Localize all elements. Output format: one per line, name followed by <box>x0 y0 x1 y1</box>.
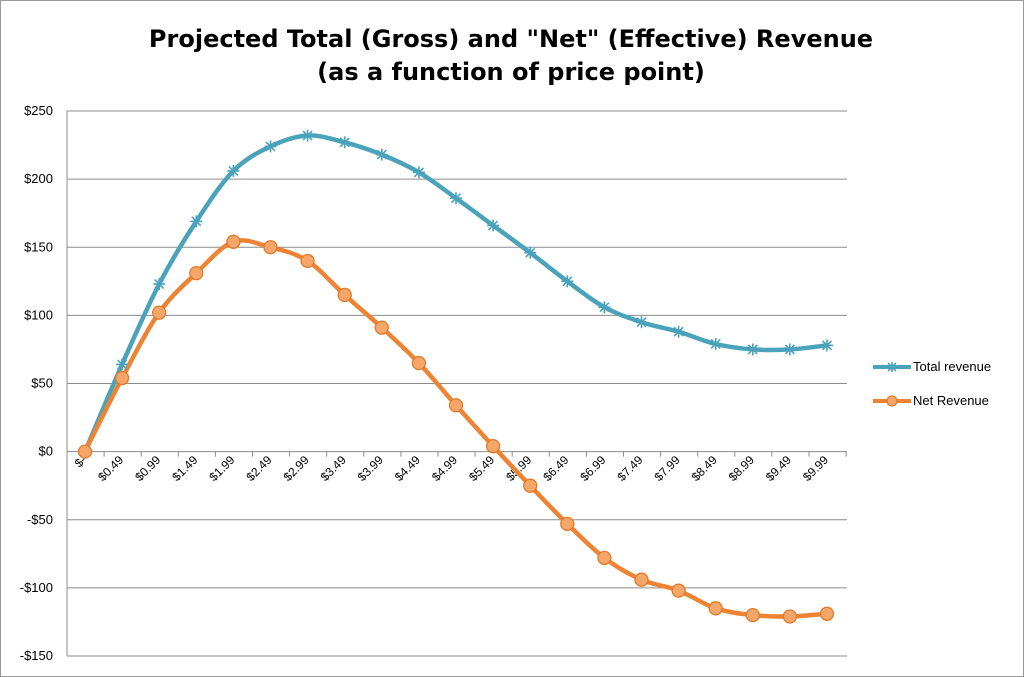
data-point-total-revenue <box>783 343 796 356</box>
data-point-total-revenue <box>116 358 129 371</box>
data-point-total-revenue <box>153 278 166 291</box>
data-point-total-revenue <box>338 136 351 149</box>
x-tick-label: $2.99 <box>281 453 312 484</box>
y-tick-label: $0 <box>39 444 53 459</box>
x-tick-label: $3.99 <box>355 453 386 484</box>
data-point-net-revenue <box>263 240 278 255</box>
data-point-net-revenue <box>300 253 315 269</box>
x-tick-label: $7.99 <box>652 453 683 484</box>
y-tick-label: -$100 <box>20 580 53 595</box>
data-point-net-revenue <box>597 550 612 566</box>
data-point-total-revenue <box>227 164 240 177</box>
data-point-total-revenue <box>635 316 648 329</box>
data-point-net-revenue <box>745 607 760 623</box>
y-tick-label: $250 <box>24 103 53 118</box>
y-tick-label: $50 <box>31 376 53 391</box>
data-point-net-revenue <box>114 370 130 386</box>
data-point-total-revenue <box>524 246 537 259</box>
y-tick-label: -$150 <box>20 648 53 663</box>
data-point-net-revenue <box>337 287 352 303</box>
data-point-total-revenue <box>450 192 462 205</box>
legend-label-net-revenue: Net Revenue <box>913 393 989 408</box>
x-axis-tick-labels: $- $0.49 $0.99 $1.49 $1.99 $2.49 $2.99 $3.49 $3.… <box>72 453 832 484</box>
data-point-net-revenue <box>448 398 464 413</box>
legend-label-total-revenue: Total revenue <box>913 359 992 374</box>
chart-subtitle: (as a function of price point) <box>317 58 705 86</box>
x-tick-label: $3.49 <box>318 453 349 484</box>
data-point-net-revenue <box>671 583 686 598</box>
data-point-total-revenue <box>709 337 722 350</box>
x-tick-label: $2.49 <box>243 453 274 484</box>
data-point-net-revenue <box>634 572 649 587</box>
gridlines <box>67 110 847 657</box>
x-tick-label: $1.99 <box>206 453 237 484</box>
x-tick-label: $6.99 <box>577 453 608 484</box>
series-lines <box>77 129 835 624</box>
data-point-total-revenue <box>561 275 574 288</box>
x-tick-label: $9.49 <box>763 453 794 484</box>
data-point-total-revenue <box>412 166 425 179</box>
x-tick-label: $7.49 <box>614 453 645 484</box>
series-line-net-revenue <box>82 238 830 619</box>
data-point-net-revenue <box>374 320 389 335</box>
x-tick-label: $6.49 <box>540 453 571 484</box>
y-tick-label: $150 <box>24 239 53 254</box>
x-tick-label: $4.99 <box>429 453 460 484</box>
chart-title-line-1: Projected Total (Gross) and "Net" (Effec… <box>148 25 874 53</box>
legend-swatch-total-revenue <box>873 362 911 372</box>
x-tick-label: $0.99 <box>132 453 163 484</box>
x-tick-label: $8.99 <box>726 453 757 484</box>
x-tick-label: $8.49 <box>689 453 720 484</box>
x-tick-label: $1.49 <box>169 453 200 484</box>
data-point-net-revenue <box>708 601 723 616</box>
data-point-total-revenue <box>190 215 203 228</box>
data-point-net-revenue <box>560 516 575 531</box>
data-point-total-revenue <box>487 219 500 232</box>
data-point-net-revenue <box>189 265 204 281</box>
x-tick-label: $0.49 <box>95 453 126 484</box>
data-point-total-revenue <box>301 129 314 142</box>
data-point-total-revenue <box>375 148 388 161</box>
data-point-net-revenue <box>77 444 93 459</box>
data-point-net-revenue <box>226 234 241 249</box>
axes <box>66 111 847 656</box>
x-tick-label: $9.99 <box>800 453 831 484</box>
data-point-net-revenue <box>523 478 538 493</box>
legend-swatch-net-revenue <box>873 395 911 407</box>
data-point-total-revenue <box>746 343 759 356</box>
y-axis-tick-labels: $250 $200 $150 $100 $50 $0 -$50 -$100 -$150 <box>20 103 53 663</box>
data-point-net-revenue <box>819 606 835 621</box>
y-tick-label: $100 <box>24 307 53 322</box>
data-point-total-revenue <box>821 339 833 352</box>
data-point-net-revenue <box>782 609 798 624</box>
data-point-net-revenue <box>152 305 167 320</box>
data-point-total-revenue <box>598 301 611 314</box>
chart-title: Projected Total (Gross) and "Net" (Effec… <box>111 23 911 89</box>
data-point-net-revenue <box>411 355 427 371</box>
data-point-total-revenue <box>264 140 277 153</box>
x-tick-label: $4.49 <box>392 453 423 484</box>
data-point-net-revenue <box>485 439 501 454</box>
data-point-total-revenue <box>672 325 685 338</box>
x-tick-label: $5.49 <box>466 453 497 484</box>
y-tick-label: $200 <box>24 171 53 186</box>
y-tick-label: -$50 <box>27 512 53 527</box>
